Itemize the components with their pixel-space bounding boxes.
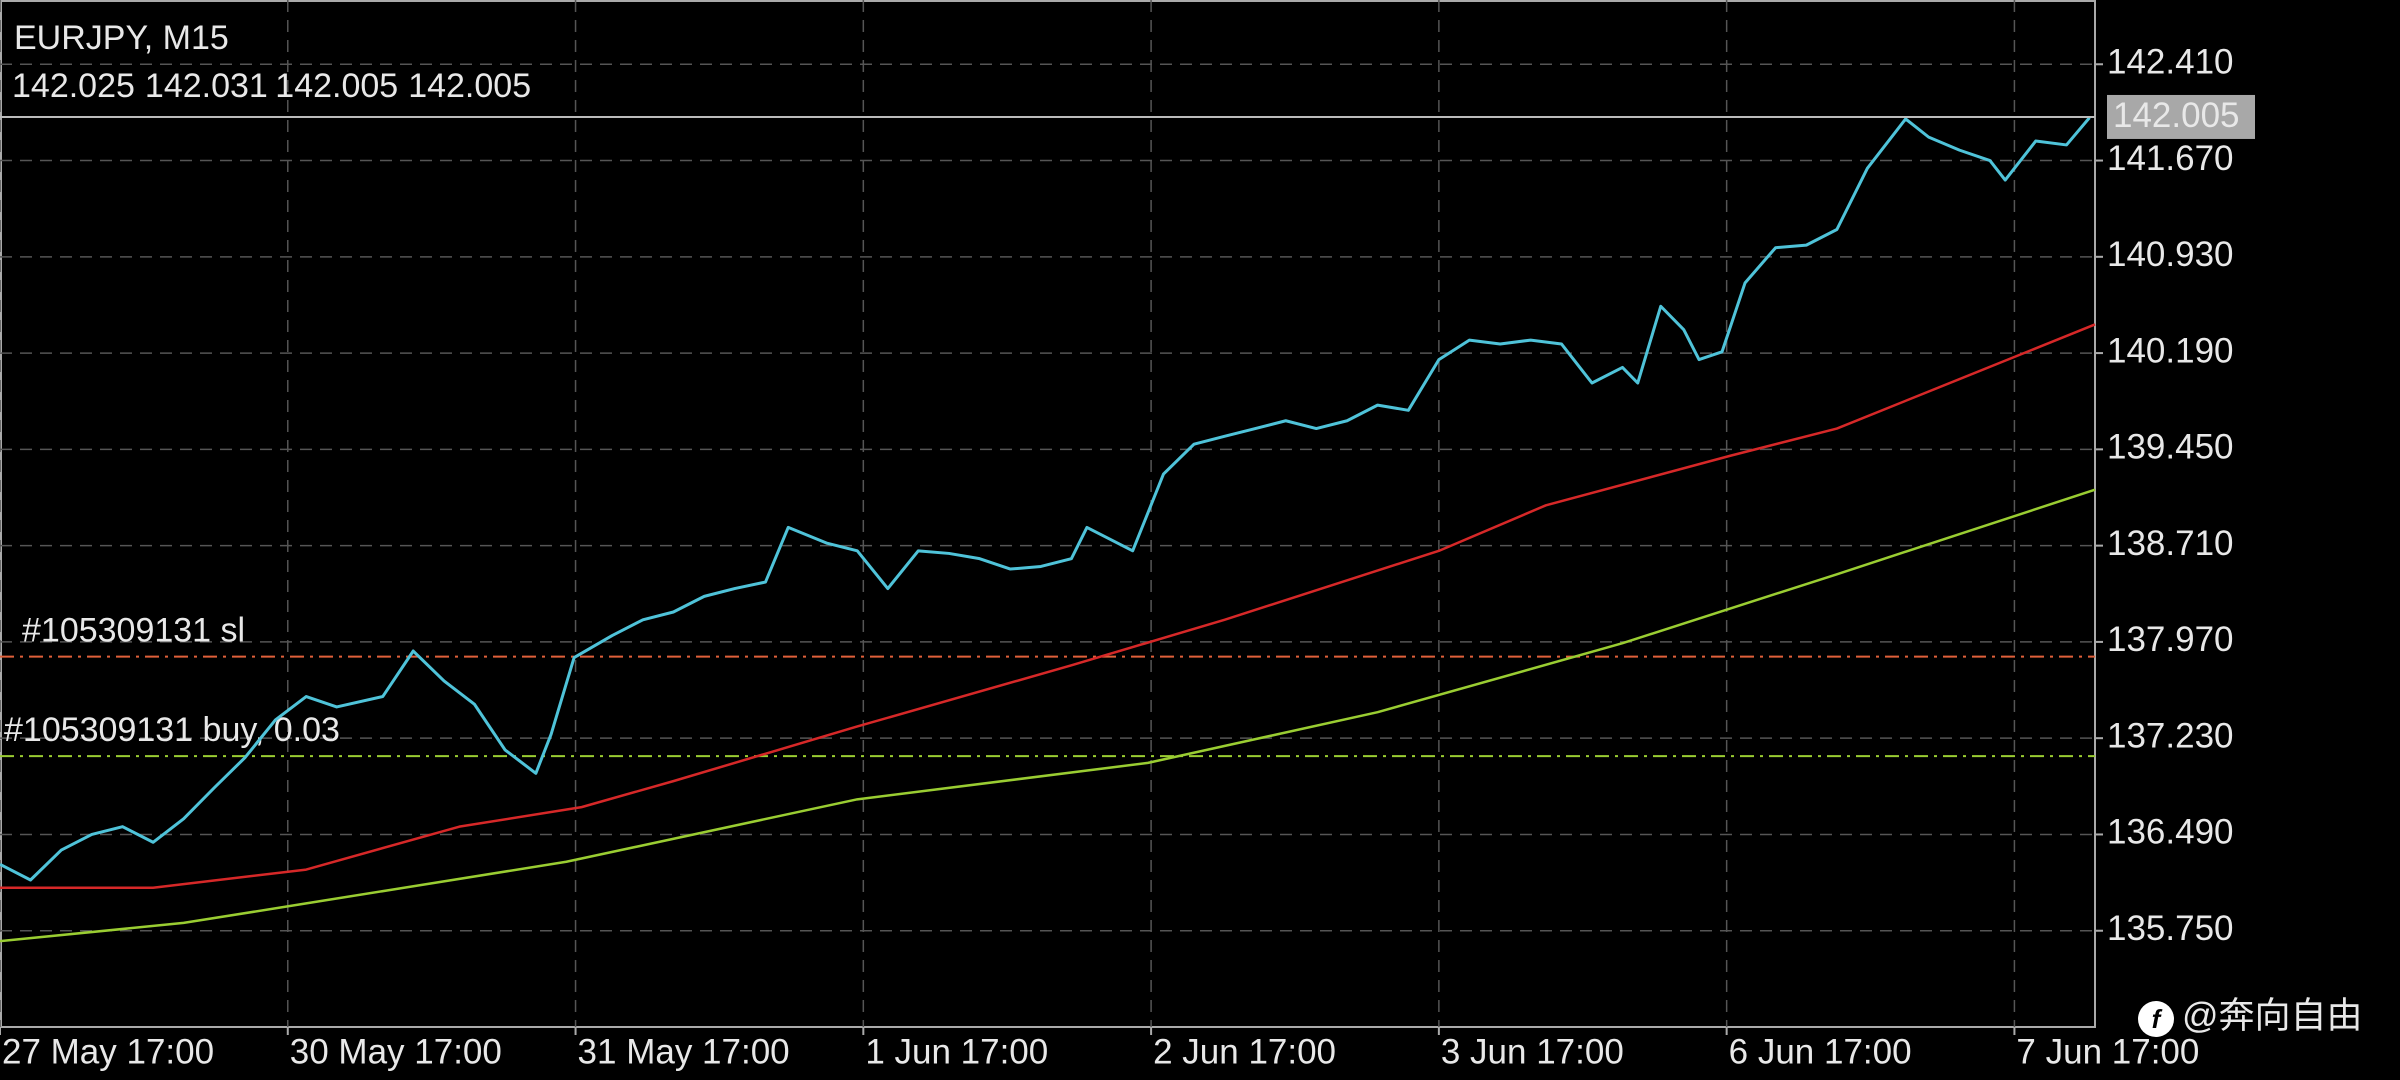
price-line (0, 488, 2096, 943)
current-price-label: 142.005 (2113, 96, 2240, 135)
y-tick-label: 141.670 (2107, 139, 2234, 178)
x-tick-label: 30 May 17:00 (290, 1032, 502, 1071)
y-tick-label: 137.970 (2107, 620, 2234, 659)
ohlc-value: 142.005 (275, 67, 398, 105)
ohlc-value: 142.025 (12, 67, 135, 105)
x-tick-label: 6 Jun 17:00 (1729, 1032, 1912, 1071)
y-tick-label: 135.750 (2107, 909, 2234, 948)
x-tick-label: 2 Jun 17:00 (1153, 1032, 1336, 1071)
watermark: @奔向自由 (2182, 995, 2363, 1036)
x-tick-label: 1 Jun 17:00 (865, 1032, 1048, 1071)
x-tick-label: 7 Jun 17:00 (2016, 1032, 2199, 1071)
x-tick-label: 31 May 17:00 (578, 1032, 790, 1071)
y-tick-label: 140.930 (2107, 235, 2234, 274)
svg-text:f: f (2152, 1004, 2163, 1034)
price-line (0, 323, 2096, 890)
current-price-box (2107, 94, 2255, 139)
ohlc-value: 142.005 (408, 67, 531, 105)
y-tick-label: 137.230 (2107, 716, 2234, 755)
y-tick-label: 138.710 (2107, 524, 2234, 563)
ohlc-value: 142.031 (145, 67, 267, 105)
ohlc-values: 142.025 142.031 142.005 142.005 (12, 67, 531, 105)
y-tick-label: 136.490 (2107, 813, 2234, 852)
y-tick-label: 139.450 (2107, 428, 2234, 467)
x-tick-label: 27 May 17:00 (2, 1032, 214, 1071)
y-tick-label: 140.190 (2107, 331, 2234, 370)
order-label: #105309131 sl (22, 612, 245, 650)
plot-frame (0, 0, 2096, 1028)
symbol-title: EURJPY, M15 (14, 19, 229, 57)
order-label: #105309131 buy, 0.03 (4, 711, 340, 749)
watermark-icon: f (2138, 1001, 2174, 1037)
y-tick-label: 142.410 (2107, 43, 2234, 82)
price-line (0, 116, 2091, 882)
x-tick-label: 3 Jun 17:00 (1441, 1032, 1624, 1071)
